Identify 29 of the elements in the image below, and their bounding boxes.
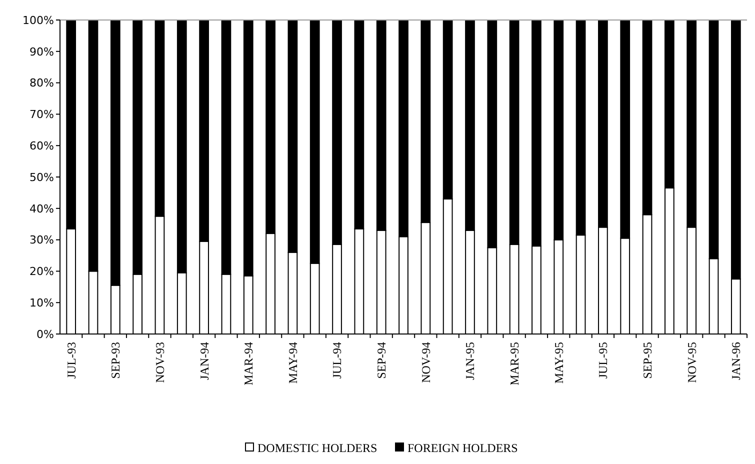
x-tick-label: JAN-94: [197, 342, 212, 380]
x-tick-label: NOV-93: [152, 342, 167, 383]
x-tick-label: JUL-93: [64, 342, 78, 379]
y-tick-label: 80%: [30, 76, 54, 90]
y-tick-label: 50%: [30, 170, 54, 184]
x-tick-label: MAR-95: [508, 342, 522, 386]
y-tick-label: 10%: [30, 296, 54, 310]
y-tick-label: 100%: [22, 14, 54, 27]
x-tick-label: MAY-94: [286, 342, 300, 384]
x-tick-label: JUL-94: [330, 342, 344, 379]
y-tick-label: 30%: [30, 234, 54, 247]
legend-label: DOMESTIC HOLDERS: [258, 441, 378, 455]
x-tick-label: SEP-93: [108, 342, 123, 379]
y-tick-label: 70%: [30, 108, 54, 122]
x-tick-label: MAY-95: [552, 342, 566, 384]
y-tick-label: 0%: [36, 328, 54, 341]
y-tick-label: 20%: [30, 265, 54, 278]
x-tick-label: JUL-95: [596, 342, 610, 379]
y-tick-label: 90%: [30, 45, 54, 58]
y-tick-label: 40%: [30, 202, 54, 216]
x-tick-label: SEP-94: [374, 342, 389, 379]
x-tick-label: MAR-94: [242, 342, 256, 386]
legend-label: FOREIGN HOLDERS: [408, 441, 518, 455]
x-tick-label: NOV-94: [418, 342, 433, 383]
x-tick-label: JAN-95: [463, 342, 478, 380]
y-tick-label: 60%: [30, 139, 54, 152]
x-tick-label: JAN-96: [729, 342, 744, 380]
x-tick-label: SEP-95: [640, 342, 654, 379]
x-tick-label: NOV-95: [684, 342, 699, 383]
